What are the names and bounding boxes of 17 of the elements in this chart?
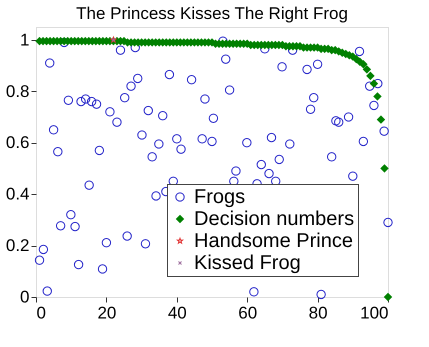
legend-label: Handsome Prince xyxy=(194,230,353,252)
legend-label: Decision numbers xyxy=(194,208,354,230)
x-tick-label: 20 xyxy=(97,304,116,322)
x-tick-label: 100 xyxy=(360,304,388,322)
legend-label: Frogs xyxy=(194,186,246,208)
y-tick-label: 0 xyxy=(20,288,30,306)
chart-title: The Princess Kisses The Right Frog xyxy=(76,4,348,23)
y-tick-label: 0.4 xyxy=(6,184,30,204)
y-tick-label: 0.6 xyxy=(6,133,30,152)
x-tick-label: 0 xyxy=(36,304,46,322)
x-tick-label: 80 xyxy=(308,304,328,322)
x-tick-label: 40 xyxy=(168,304,187,322)
x-tick-label: 60 xyxy=(238,304,258,322)
y-tick-label: 0.2 xyxy=(6,236,30,256)
legend-label: Kissed Frog xyxy=(194,252,301,274)
y-tick-label: 1 xyxy=(20,30,30,50)
y-tick-label: 0.8 xyxy=(6,82,30,101)
